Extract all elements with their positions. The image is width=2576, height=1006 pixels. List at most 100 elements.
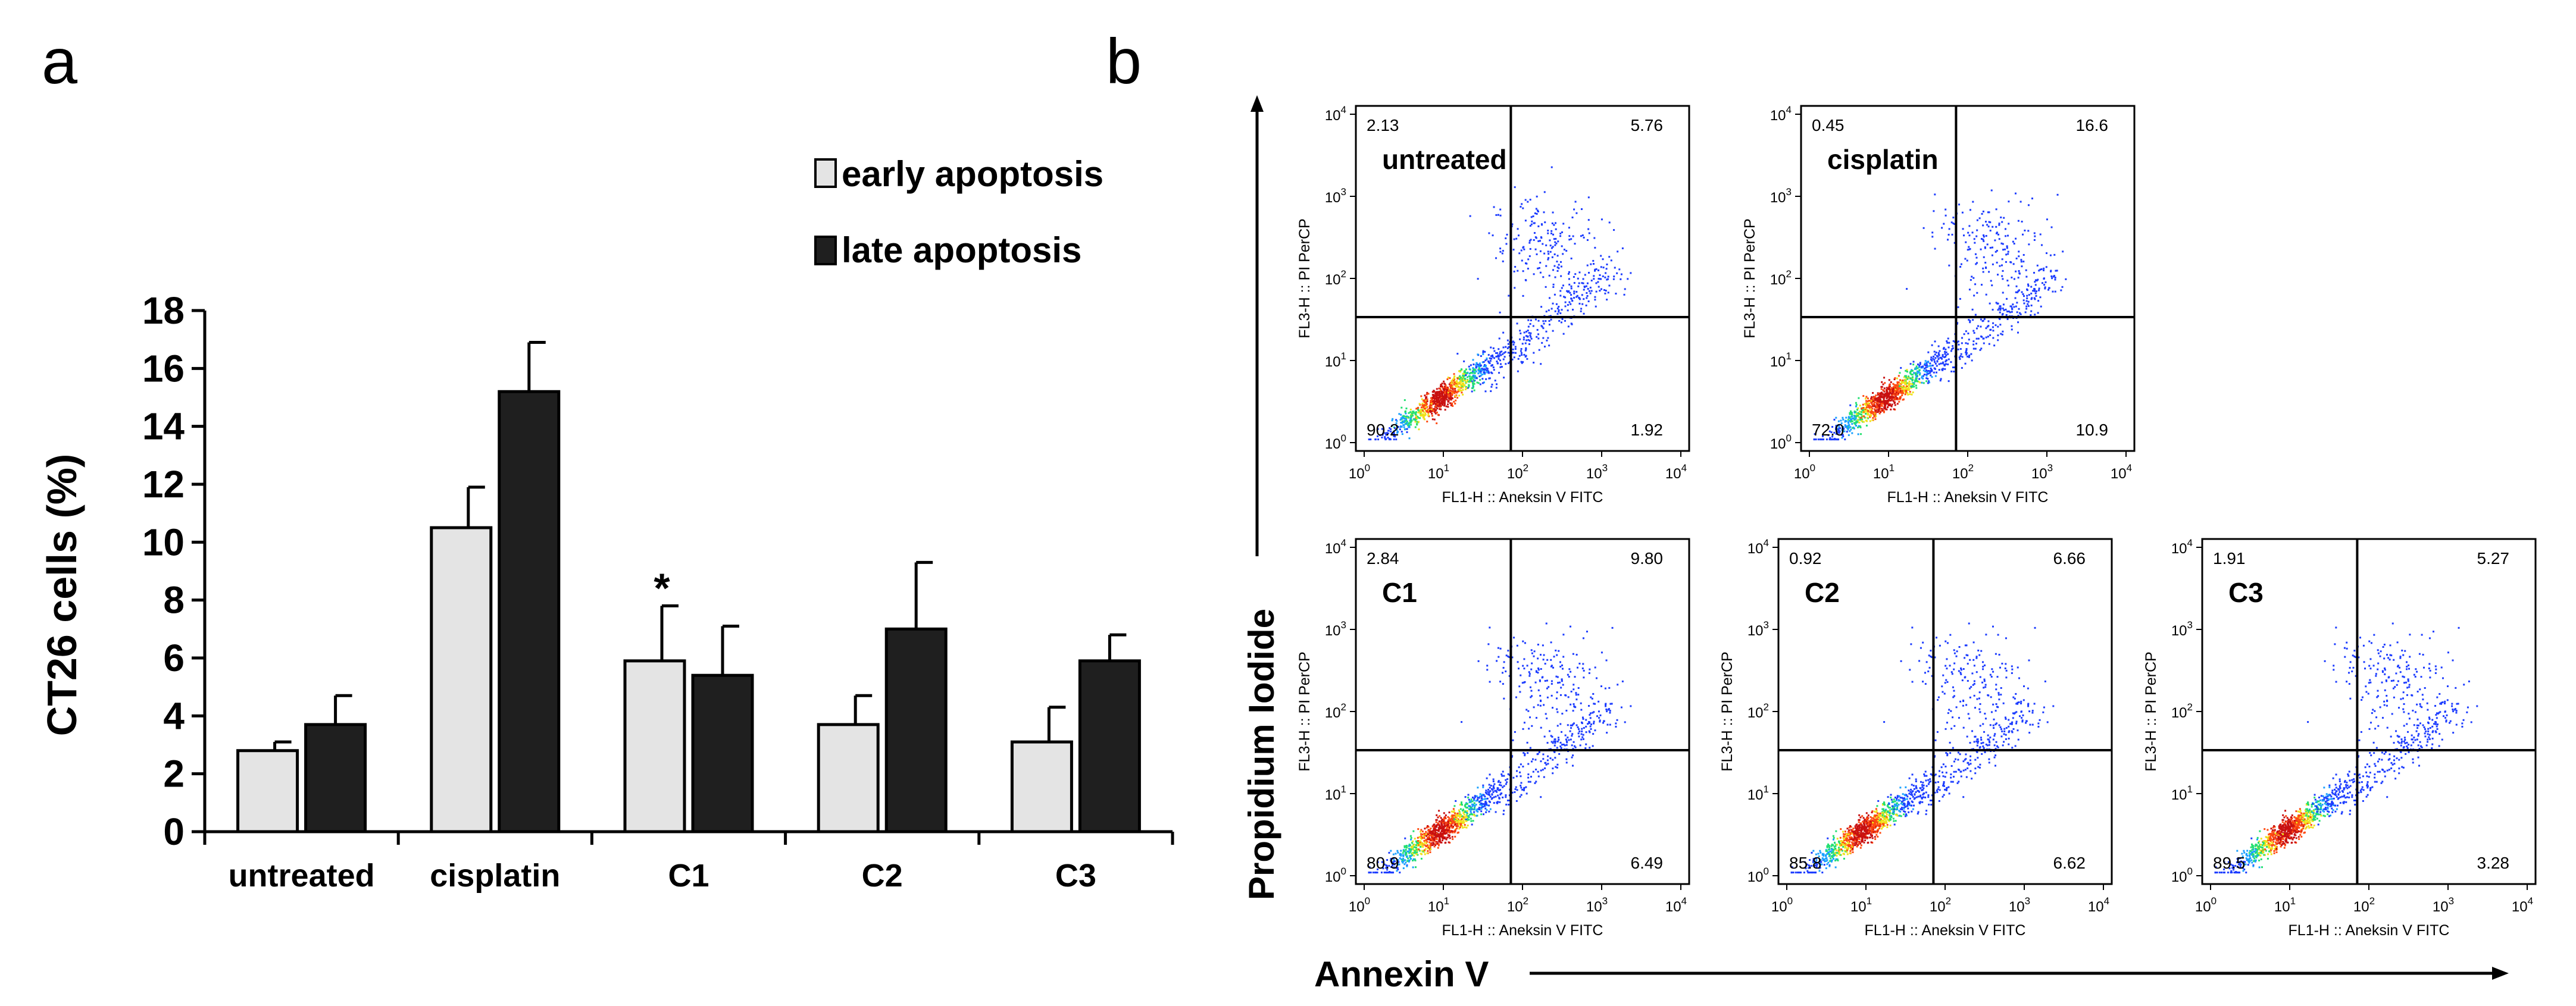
scatter-point bbox=[1568, 301, 1571, 303]
scatter-point bbox=[1610, 259, 1612, 262]
scatter-point bbox=[1405, 423, 1408, 425]
scatter-point bbox=[1423, 406, 1425, 408]
scatter-point bbox=[1893, 396, 1895, 398]
scatter-point bbox=[1477, 278, 1479, 280]
scatter-point bbox=[1502, 683, 1504, 685]
scatter-point bbox=[1989, 221, 1992, 224]
scatter-point bbox=[1508, 294, 1510, 297]
scatter-point bbox=[1542, 753, 1545, 756]
scatter-point bbox=[1439, 832, 1442, 834]
scatter-point bbox=[1946, 722, 1948, 724]
scatter-point bbox=[1611, 626, 1614, 629]
scatter-point bbox=[1431, 415, 1433, 417]
scatter-point bbox=[1958, 670, 1960, 672]
bar-early-untreated bbox=[236, 749, 299, 833]
scatter-point bbox=[1434, 410, 1436, 412]
scatter-point bbox=[1396, 425, 1398, 427]
scatter-point bbox=[1539, 695, 1542, 697]
scatter-point bbox=[1998, 238, 2000, 240]
scatter-point bbox=[1930, 356, 1933, 359]
scatter-point bbox=[1983, 342, 1985, 344]
scatter-point bbox=[1911, 376, 1914, 378]
scatter-point bbox=[1464, 375, 1466, 377]
scatter-point bbox=[1587, 219, 1590, 221]
scatter-point bbox=[1944, 214, 1947, 217]
scatter-point bbox=[1450, 381, 1453, 384]
scatter-point bbox=[1443, 836, 1446, 839]
scatter-point bbox=[1550, 247, 1553, 249]
scatter-point bbox=[1486, 367, 1488, 369]
scatter-point bbox=[2008, 222, 2010, 225]
scatter-point bbox=[1457, 831, 1459, 833]
scatter-point bbox=[1414, 426, 1417, 428]
scatter-point bbox=[2016, 302, 2018, 304]
scatter-point bbox=[1493, 796, 1495, 798]
scatter-point bbox=[1537, 333, 1540, 336]
scatter-point bbox=[1858, 832, 1861, 834]
scatter-point bbox=[1899, 372, 1901, 374]
scatter-point bbox=[1417, 842, 1420, 844]
scatter-point bbox=[1468, 386, 1470, 388]
scatter-point bbox=[1436, 408, 1439, 410]
scatter-point bbox=[1959, 348, 1962, 350]
scatter-point bbox=[1590, 280, 1593, 282]
scatter-point bbox=[1605, 703, 1607, 706]
scatter-point bbox=[1874, 408, 1876, 410]
scatter-point bbox=[1943, 364, 1946, 366]
scatter-point bbox=[1600, 685, 1603, 688]
scatter-point bbox=[1616, 272, 1618, 274]
y-tick-label: 103 bbox=[1325, 186, 1346, 206]
scatter-point bbox=[1953, 690, 1955, 692]
scatter-point bbox=[1864, 410, 1867, 412]
scatter-point bbox=[1455, 815, 1458, 817]
scatter-point bbox=[1448, 817, 1450, 819]
scatter-point bbox=[1588, 720, 1590, 723]
scatter-point bbox=[1408, 845, 1411, 847]
scatter-point bbox=[1524, 754, 1526, 757]
scatter-point bbox=[1454, 396, 1456, 398]
scatter-point bbox=[1912, 361, 1915, 363]
scatter-point bbox=[1943, 785, 1945, 787]
scatter-point bbox=[1450, 815, 1453, 817]
scatter-point bbox=[1527, 776, 1530, 779]
scatter-point bbox=[1440, 822, 1443, 825]
scatter-point bbox=[1518, 667, 1520, 670]
scatter-point bbox=[1980, 347, 1983, 350]
scatter-point bbox=[1488, 784, 1490, 786]
scatter-point bbox=[1476, 808, 1478, 811]
scatter-point bbox=[1904, 387, 1906, 389]
scatter-point bbox=[1874, 396, 1876, 398]
scatter-point bbox=[1993, 718, 1995, 720]
scatter-point bbox=[1442, 831, 1444, 833]
scatter-point bbox=[1883, 410, 1885, 412]
tick-exponent: 1 bbox=[1444, 462, 1449, 474]
scatter-point bbox=[1459, 371, 1461, 373]
scatter-point bbox=[1405, 418, 1408, 421]
scatter-point bbox=[1900, 366, 1902, 369]
scatter-point bbox=[1928, 666, 1931, 669]
scatter-point bbox=[1402, 854, 1404, 857]
scatter-point bbox=[1987, 225, 1990, 228]
scatter-point bbox=[1438, 400, 1440, 402]
scatter-point bbox=[1527, 325, 1530, 328]
scatter-point bbox=[1883, 411, 1885, 413]
scatter-point bbox=[1490, 365, 1493, 367]
scatter-point bbox=[1580, 709, 1583, 711]
scatter-point bbox=[1517, 228, 1519, 230]
scatter-point bbox=[2011, 723, 2013, 725]
scatter-point bbox=[1895, 385, 1897, 387]
scatter-point bbox=[1915, 778, 1917, 781]
scatter-point bbox=[1449, 377, 1451, 380]
scatter-point bbox=[1561, 231, 1564, 233]
scatter-point bbox=[1897, 392, 1899, 394]
scatter-point bbox=[1505, 779, 1507, 781]
scatter-point bbox=[1881, 408, 1883, 410]
scatter-point bbox=[1475, 810, 1478, 812]
scatter-point bbox=[1383, 872, 1386, 874]
scatter-point bbox=[1964, 362, 1967, 365]
scatter-point bbox=[1432, 842, 1434, 844]
scatter-point bbox=[1434, 832, 1437, 834]
scatter-point bbox=[1540, 796, 1542, 798]
scatter-point bbox=[1910, 387, 1912, 389]
scatter-point bbox=[1581, 716, 1584, 719]
